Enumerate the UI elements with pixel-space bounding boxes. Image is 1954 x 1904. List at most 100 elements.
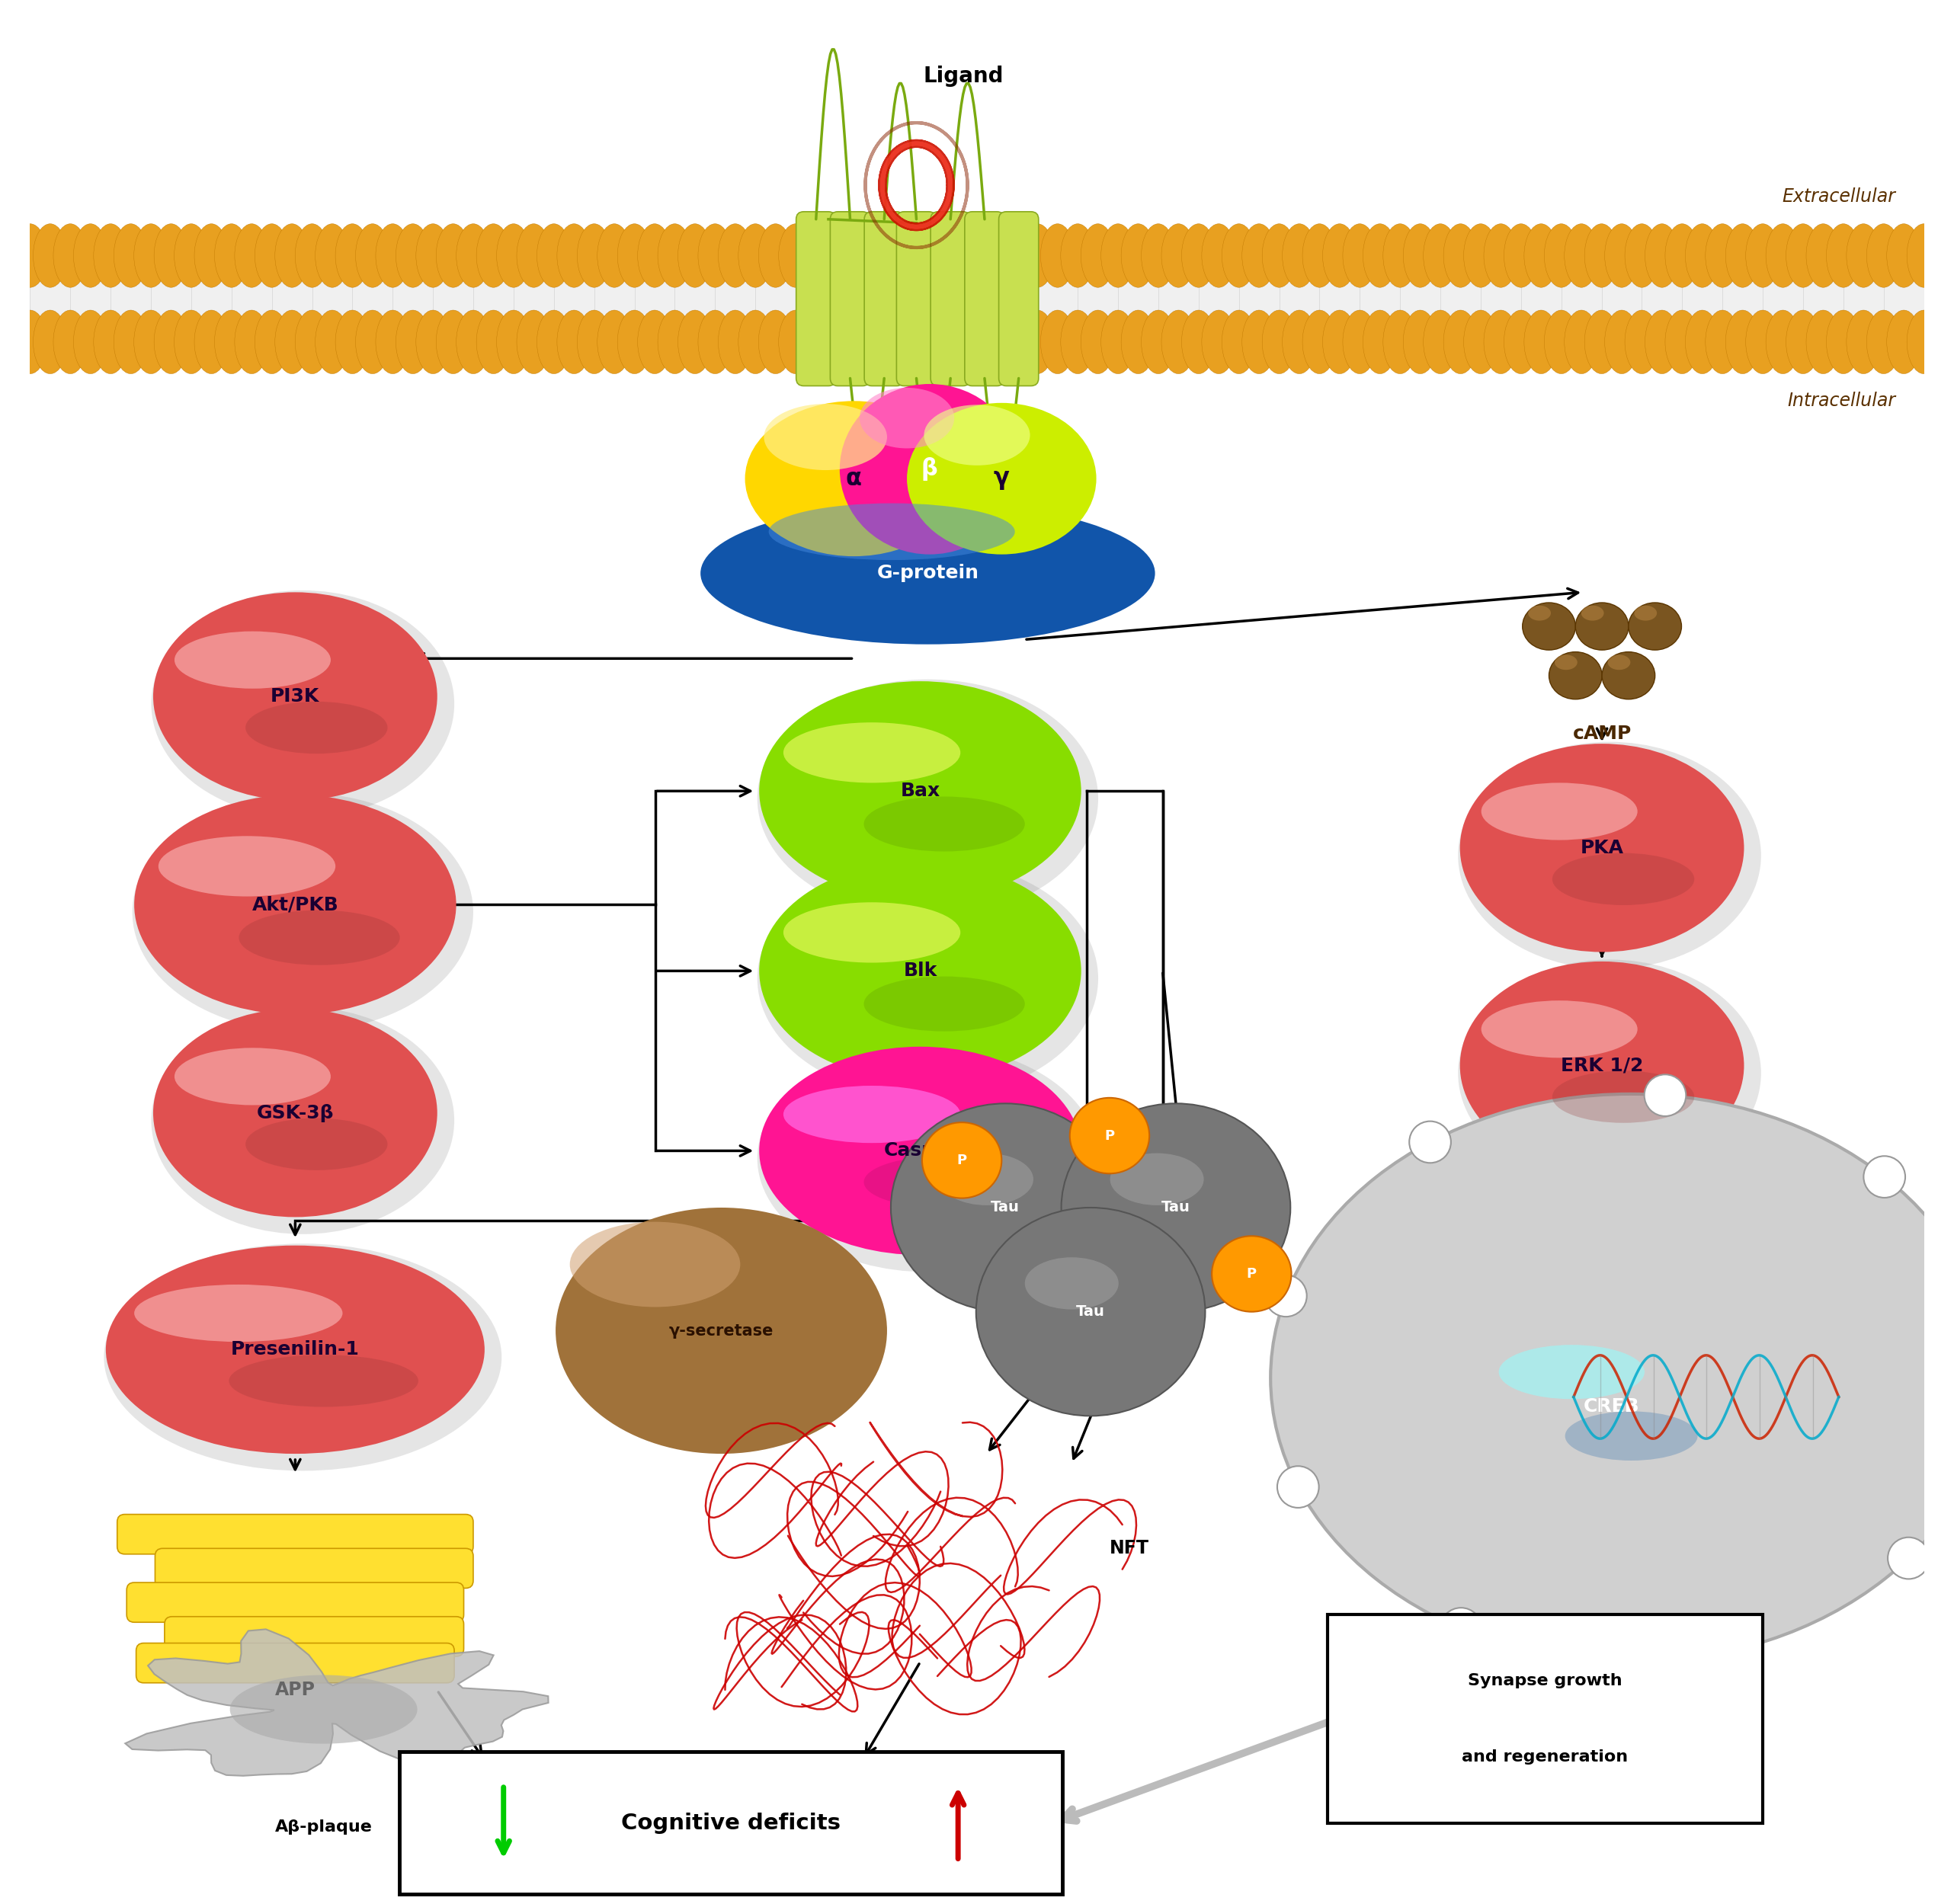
Ellipse shape <box>637 225 672 288</box>
Ellipse shape <box>152 1009 438 1217</box>
Ellipse shape <box>719 225 752 288</box>
Ellipse shape <box>1069 1099 1149 1173</box>
Text: Tau: Tau <box>991 1200 1020 1215</box>
Ellipse shape <box>135 794 455 1015</box>
Ellipse shape <box>617 225 651 288</box>
Ellipse shape <box>1041 310 1075 373</box>
Text: CREB: CREB <box>1583 1398 1639 1415</box>
Ellipse shape <box>1524 225 1557 288</box>
Ellipse shape <box>1423 310 1458 373</box>
Ellipse shape <box>1575 604 1628 649</box>
Ellipse shape <box>760 682 1081 901</box>
Ellipse shape <box>1684 310 1720 373</box>
Ellipse shape <box>1061 310 1094 373</box>
Ellipse shape <box>1628 604 1682 649</box>
FancyBboxPatch shape <box>998 211 1040 387</box>
Ellipse shape <box>1585 310 1618 373</box>
Ellipse shape <box>74 310 107 373</box>
Ellipse shape <box>739 310 772 373</box>
Ellipse shape <box>658 310 692 373</box>
Ellipse shape <box>276 225 309 288</box>
Ellipse shape <box>1110 1154 1204 1205</box>
Text: P: P <box>1247 1266 1256 1281</box>
Ellipse shape <box>276 310 309 373</box>
Ellipse shape <box>1888 310 1921 373</box>
Ellipse shape <box>1745 225 1780 288</box>
Ellipse shape <box>1626 310 1659 373</box>
Text: Synapse growth: Synapse growth <box>1467 1674 1622 1689</box>
Ellipse shape <box>977 1207 1206 1417</box>
Ellipse shape <box>174 225 209 288</box>
Ellipse shape <box>784 722 961 783</box>
Ellipse shape <box>1323 310 1356 373</box>
Ellipse shape <box>819 225 854 288</box>
Ellipse shape <box>1907 225 1940 288</box>
Ellipse shape <box>1766 225 1800 288</box>
Ellipse shape <box>879 225 913 288</box>
Ellipse shape <box>229 1356 418 1407</box>
Ellipse shape <box>760 861 1081 1081</box>
Ellipse shape <box>1907 310 1940 373</box>
Ellipse shape <box>315 310 350 373</box>
Ellipse shape <box>1626 225 1659 288</box>
Ellipse shape <box>899 225 934 288</box>
Ellipse shape <box>74 225 107 288</box>
Ellipse shape <box>1483 310 1518 373</box>
Text: Aβ-plaque: Aβ-plaque <box>276 1818 373 1834</box>
Ellipse shape <box>860 225 893 288</box>
Ellipse shape <box>860 310 893 373</box>
Ellipse shape <box>922 1121 1002 1198</box>
Ellipse shape <box>1481 1000 1637 1059</box>
FancyBboxPatch shape <box>399 1752 1063 1894</box>
Ellipse shape <box>1221 225 1256 288</box>
FancyBboxPatch shape <box>965 211 1004 387</box>
Ellipse shape <box>1202 310 1235 373</box>
Ellipse shape <box>1522 604 1575 649</box>
Ellipse shape <box>1081 310 1116 373</box>
Ellipse shape <box>53 310 88 373</box>
Text: γ-secretase: γ-secretase <box>668 1323 774 1339</box>
FancyBboxPatch shape <box>137 1643 453 1683</box>
Ellipse shape <box>864 796 1024 851</box>
Ellipse shape <box>477 310 510 373</box>
Ellipse shape <box>14 310 47 373</box>
Ellipse shape <box>1282 225 1317 288</box>
Ellipse shape <box>1634 605 1657 621</box>
Ellipse shape <box>1202 225 1235 288</box>
Ellipse shape <box>457 310 490 373</box>
Ellipse shape <box>1864 1156 1905 1198</box>
Ellipse shape <box>1551 1070 1694 1123</box>
Ellipse shape <box>375 310 410 373</box>
Text: Tau: Tau <box>1077 1304 1106 1319</box>
Ellipse shape <box>1544 310 1579 373</box>
Ellipse shape <box>1122 310 1155 373</box>
Ellipse shape <box>1458 743 1761 969</box>
Ellipse shape <box>1608 655 1630 670</box>
Ellipse shape <box>193 310 229 373</box>
Ellipse shape <box>1680 1636 1721 1677</box>
Ellipse shape <box>1464 225 1497 288</box>
Ellipse shape <box>658 225 692 288</box>
Ellipse shape <box>1444 310 1477 373</box>
Ellipse shape <box>1505 225 1538 288</box>
Ellipse shape <box>336 225 369 288</box>
Ellipse shape <box>1423 225 1458 288</box>
Polygon shape <box>125 1630 549 1776</box>
Ellipse shape <box>1323 225 1356 288</box>
Ellipse shape <box>1342 310 1378 373</box>
Ellipse shape <box>617 310 651 373</box>
Ellipse shape <box>1585 225 1618 288</box>
Text: P: P <box>1104 1129 1114 1142</box>
Ellipse shape <box>571 1222 741 1306</box>
Ellipse shape <box>576 310 612 373</box>
Ellipse shape <box>940 1154 1034 1205</box>
Ellipse shape <box>254 310 289 373</box>
Ellipse shape <box>295 310 328 373</box>
FancyBboxPatch shape <box>127 1582 463 1622</box>
Ellipse shape <box>879 310 913 373</box>
Ellipse shape <box>1888 1537 1929 1578</box>
Ellipse shape <box>174 632 330 689</box>
Text: Ligand: Ligand <box>924 65 1004 88</box>
Ellipse shape <box>744 402 963 556</box>
Ellipse shape <box>436 310 471 373</box>
